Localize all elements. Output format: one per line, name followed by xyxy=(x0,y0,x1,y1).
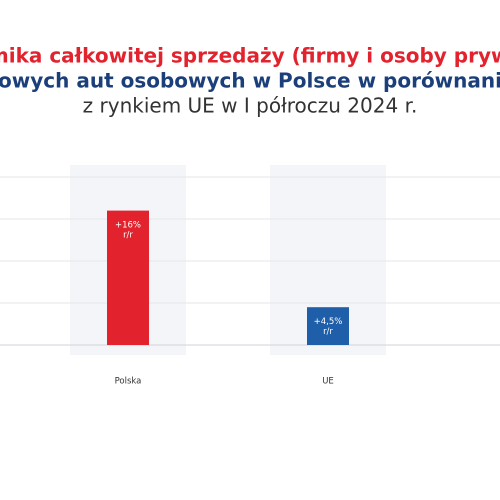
chart-title-line: nowych aut osobowych w Polsce w porównan… xyxy=(0,69,500,93)
value-label: +16% r/r xyxy=(115,220,141,240)
x-tick-label: UE xyxy=(322,377,334,387)
x-tick-label: Polska xyxy=(115,377,142,387)
bar xyxy=(307,307,349,345)
bar xyxy=(107,210,149,345)
chart-title-line: z rynkiem UE w I półroczu 2024 r. xyxy=(83,94,418,118)
value-label: +4,5% r/r xyxy=(314,317,343,337)
chart-title-line: Dynamika całkowitej sprzedaży (firmy i o… xyxy=(0,44,500,68)
